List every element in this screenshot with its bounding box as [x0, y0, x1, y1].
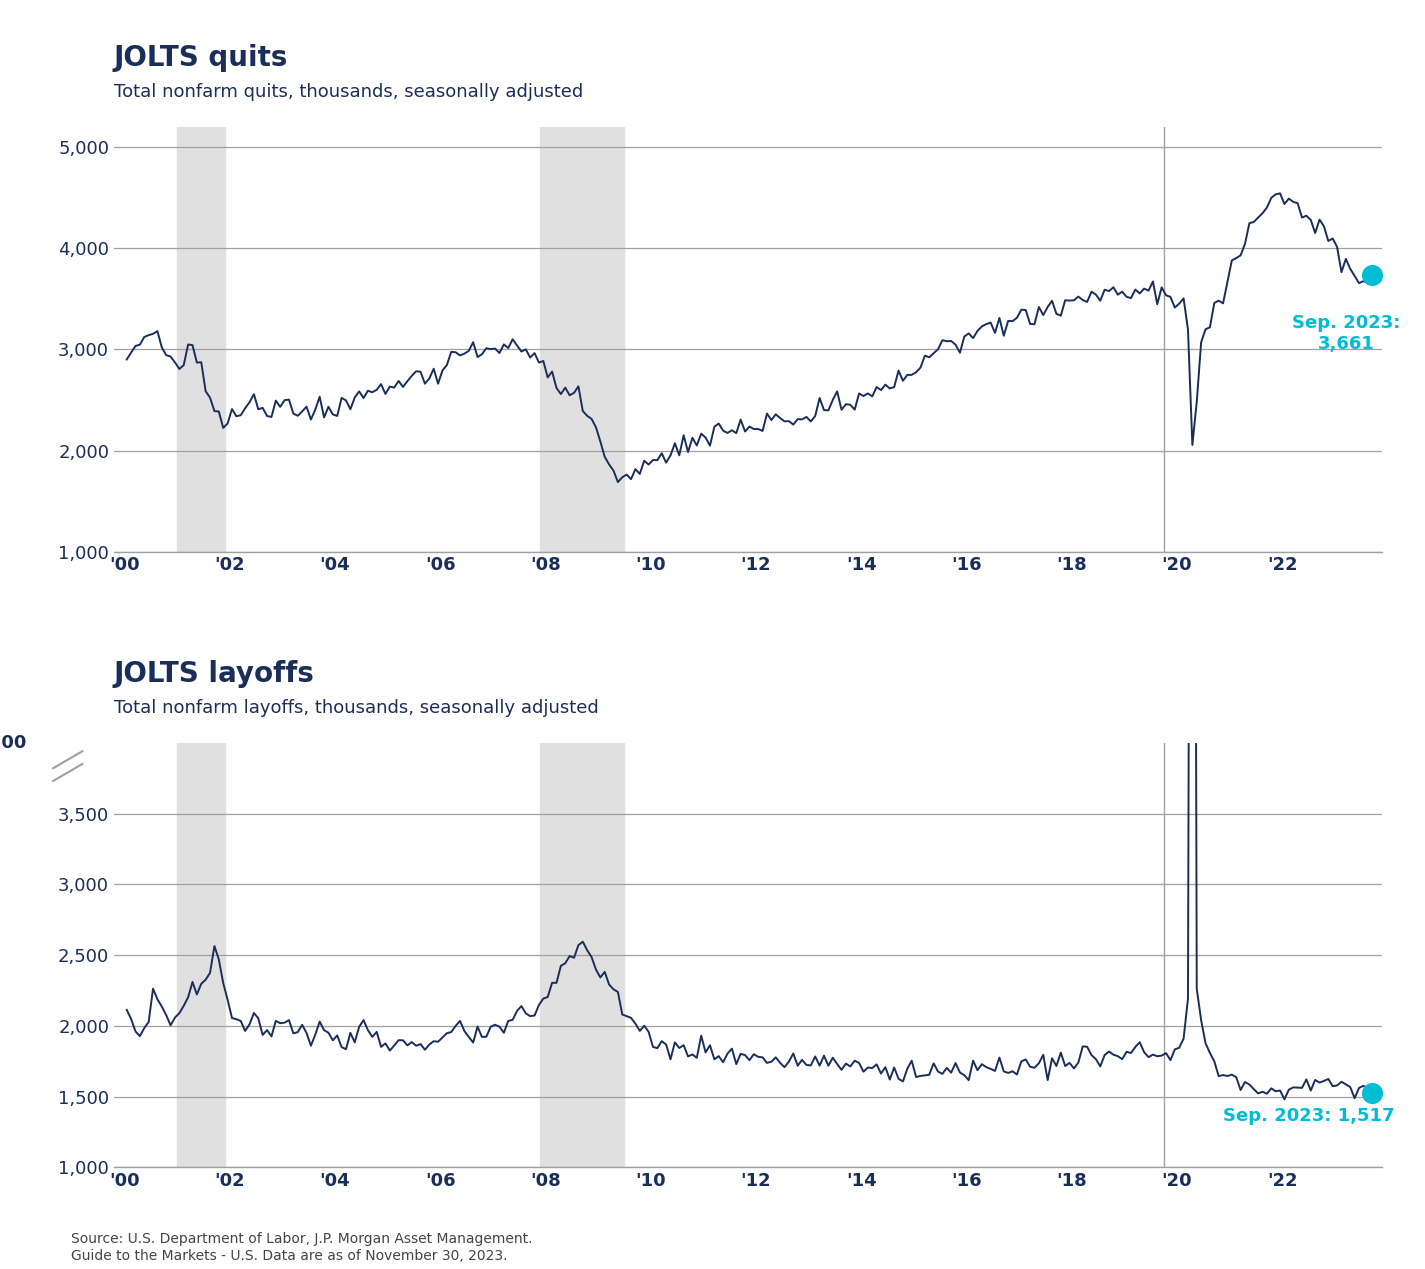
- Bar: [177, 742, 225, 1167]
- Text: JOLTS layoffs: JOLTS layoffs: [114, 660, 315, 688]
- Bar: [177, 127, 225, 552]
- Text: Sep. 2023:
3,661: Sep. 2023: 3,661: [1291, 313, 1399, 353]
- Text: Sep. 2023: 1,517: Sep. 2023: 1,517: [1223, 1107, 1395, 1126]
- Text: Source: U.S. Department of Labor, J.P. Morgan Asset Management.
Guide to the Mar: Source: U.S. Department of Labor, J.P. M…: [71, 1232, 533, 1263]
- Point: [1361, 265, 1384, 286]
- Text: JOLTS quits: JOLTS quits: [114, 43, 288, 71]
- Text: Total nonfarm quits, thousands, seasonally adjusted: Total nonfarm quits, thousands, seasonal…: [114, 84, 583, 102]
- Bar: [540, 127, 624, 552]
- Point: [1361, 1082, 1384, 1103]
- Bar: [540, 742, 624, 1167]
- Text: Total nonfarm layoffs, thousands, seasonally adjusted: Total nonfarm layoffs, thousands, season…: [114, 699, 598, 717]
- Text: 13,500: 13,500: [0, 733, 27, 751]
